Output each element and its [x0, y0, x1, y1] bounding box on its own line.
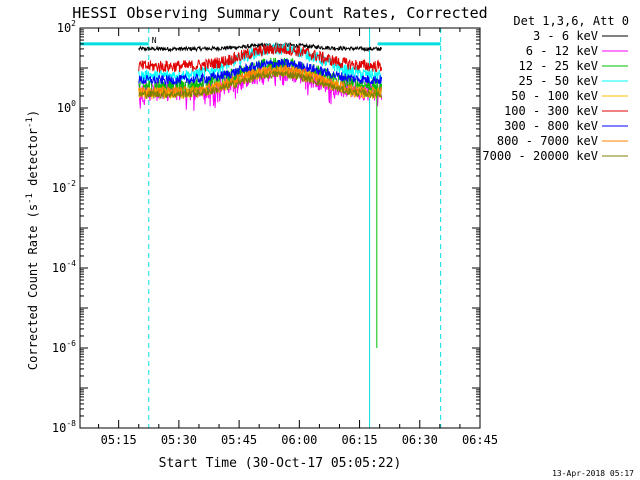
x-tick-label: 06:45: [462, 433, 498, 447]
y-axis-label: Corrected Count Rate (s-1 detector-1): [25, 110, 40, 370]
series-line-5: [138, 43, 383, 74]
legend-label-6: 300 - 800 keV: [504, 119, 598, 133]
series-line-8: [138, 69, 383, 100]
chart-title: HESSI Observing Summary Count Rates, Cor…: [72, 4, 487, 22]
legend-label-4: 50 - 100 keV: [511, 89, 598, 103]
x-tick-label: 06:15: [341, 433, 377, 447]
x-tick-label: 05:15: [101, 433, 137, 447]
x-tick-label: 06:30: [402, 433, 438, 447]
timestamp-footer: 13-Apr-2018 05:17: [552, 469, 634, 478]
y-tick-label: 10-6: [52, 339, 76, 355]
y-tick-label: 102: [57, 19, 76, 35]
attenuator-label-0: N: [152, 36, 157, 45]
legend-label-2: 12 - 25 keV: [519, 59, 598, 73]
x-tick-label: 05:30: [161, 433, 197, 447]
series-line-4: [138, 64, 383, 100]
y-axis: 102 100 10-2 10-4 10-6 10-8: [52, 19, 480, 435]
legend-label-1: 6 - 12 keV: [526, 44, 598, 58]
plot-area: N: [79, 27, 481, 429]
legend-label-5: 100 - 300 keV: [504, 104, 598, 118]
legend-label-7: 800 - 7000 keV: [497, 134, 598, 148]
x-tick-label: 05:45: [221, 433, 257, 447]
legend-label-0: 3 - 6 keV: [533, 29, 598, 43]
y-tick-label: 10-2: [52, 179, 76, 195]
y-tick-label: 10-4: [52, 259, 76, 275]
legend-label-3: 25 - 50 keV: [519, 74, 598, 88]
x-axis: 05:15 05:30 05:45 06:00 06:15 06:30 06:45: [98, 28, 498, 447]
legend-header: Det 1,3,6, Att 0: [513, 14, 629, 28]
y-tick-label: 10-8: [52, 419, 76, 435]
y-tick-label: 100: [57, 99, 76, 115]
x-tick-label: 06:00: [281, 433, 317, 447]
legend-label-8: 7000 - 20000 keV: [482, 149, 598, 163]
x-axis-label: Start Time (30-Oct-17 05:05:22): [159, 456, 402, 471]
